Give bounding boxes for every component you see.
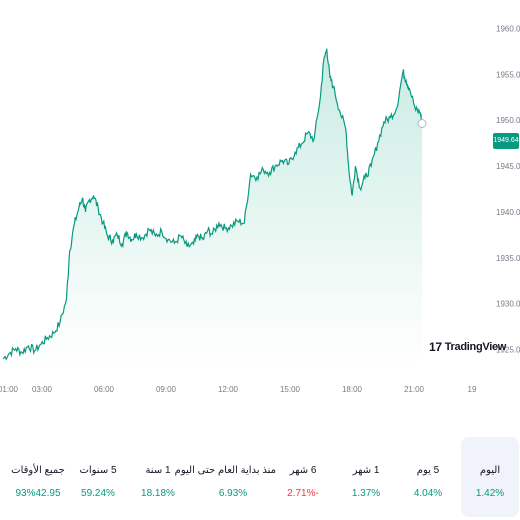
y-tick-label: 1960.00 — [496, 24, 520, 33]
y-tick-label: 1940.00 — [496, 208, 520, 217]
period-label: 5 سنوات — [72, 465, 124, 476]
period-value: 59.24% — [72, 488, 124, 499]
period-value: 18.18% — [132, 488, 184, 499]
period-label: اليوم — [461, 465, 519, 476]
period-value: 4.04% — [402, 488, 454, 499]
period-1-year[interactable]: 1 سنة 18.18% — [132, 437, 184, 517]
period-value: 6.93% — [190, 488, 276, 499]
last-price-badge: 1949.64 — [493, 133, 519, 149]
y-tick-label: 1950.00 — [496, 116, 520, 125]
x-tick-label: 06:00 — [94, 385, 115, 394]
price-area — [3, 49, 422, 368]
tradingview-mark-icon: 17 — [429, 340, 442, 354]
period-value: 1.37% — [340, 488, 392, 499]
y-tick-label: 1930.00 — [496, 300, 520, 309]
x-tick-label: 12:00 — [218, 385, 239, 394]
period-label: منذ بداية العام حتى اليوم — [190, 465, 276, 476]
tradingview-logo[interactable]: 17 TradingView — [429, 340, 506, 354]
x-tick-label: 03:00 — [32, 385, 53, 394]
period-value: 1.42% — [461, 488, 519, 499]
period-label: جميع الأوقات — [8, 465, 68, 476]
period-performance-bar: جميع الأوقات 93%42.95 5 سنوات 59.24% 1 س… — [0, 437, 520, 520]
period-6-months[interactable]: 6 شهر 2.71%- — [278, 437, 328, 517]
period-5-days[interactable]: 5 يوم 4.04% — [402, 437, 454, 517]
period-label: 6 شهر — [278, 465, 328, 476]
y-axis: 1960.00 1955.00 1950.00 1945.00 1940.00 1935.… — [496, 24, 520, 354]
period-today[interactable]: اليوم 1.42% — [461, 437, 519, 517]
period-ytd[interactable]: منذ بداية العام حتى اليوم 6.93% — [190, 437, 276, 517]
tradingview-wordmark: TradingView — [445, 341, 506, 353]
price-chart[interactable]: 1960.00 1955.00 1950.00 1945.00 1940.00 1935.… — [0, 0, 520, 400]
x-axis: 01:00 03:00 06:00 09:00 12:00 15:00 18:00 21:00… — [0, 385, 477, 394]
y-tick-label: 1945.00 — [496, 162, 520, 171]
x-tick-label: 09:00 — [156, 385, 177, 394]
last-price-marker — [418, 120, 426, 128]
period-all-time[interactable]: جميع الأوقات 93%42.95 — [8, 437, 68, 517]
period-label: 5 يوم — [402, 465, 454, 476]
x-tick-label: 19 — [468, 385, 477, 394]
period-value: 93%42.95 — [8, 488, 68, 499]
y-tick-label: 1955.00 — [496, 70, 520, 79]
x-tick-label: 15:00 — [280, 385, 301, 394]
x-tick-label: 01:00 — [0, 385, 19, 394]
y-tick-label: 1935.00 — [496, 254, 520, 263]
x-tick-label: 21:00 — [404, 385, 425, 394]
period-label: 1 شهر — [340, 465, 392, 476]
period-5-years[interactable]: 5 سنوات 59.24% — [72, 437, 124, 517]
period-1-month[interactable]: 1 شهر 1.37% — [340, 437, 392, 517]
x-tick-label: 18:00 — [342, 385, 363, 394]
period-value: 2.71%- — [278, 488, 328, 499]
